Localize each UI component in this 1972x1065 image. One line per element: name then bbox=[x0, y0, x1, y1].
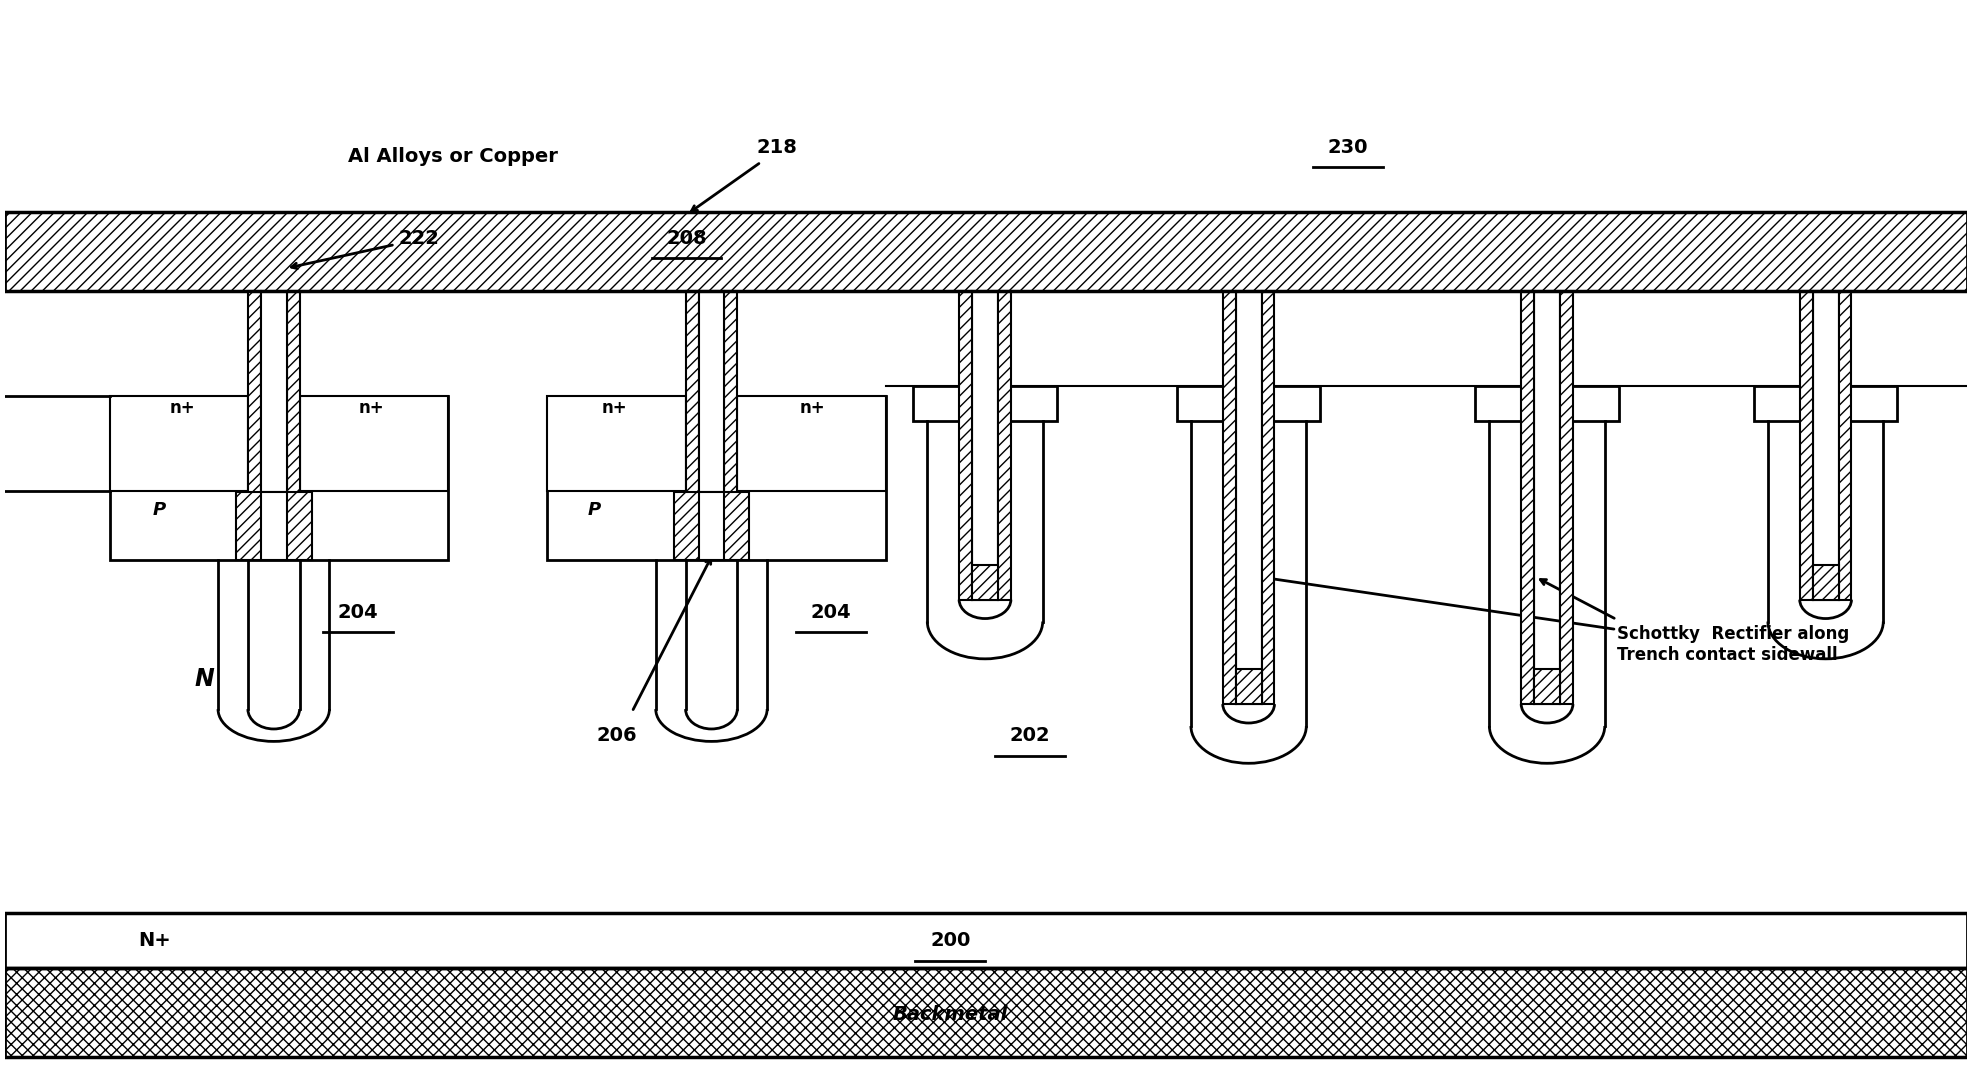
Bar bbox=[237, 492, 312, 560]
Text: p+: p+ bbox=[258, 524, 284, 542]
Text: 202: 202 bbox=[1010, 726, 1049, 745]
Bar bbox=[1223, 291, 1236, 704]
Text: 206: 206 bbox=[598, 726, 637, 745]
Bar bbox=[1475, 386, 1619, 421]
Bar bbox=[6, 913, 1966, 968]
Bar bbox=[1534, 669, 1560, 704]
Bar bbox=[698, 291, 724, 555]
Text: 204: 204 bbox=[810, 603, 852, 622]
Bar bbox=[1177, 386, 1319, 421]
Bar bbox=[698, 492, 724, 560]
Bar bbox=[1520, 291, 1534, 704]
Bar bbox=[300, 396, 448, 491]
Text: Al Alloys or Copper: Al Alloys or Copper bbox=[347, 147, 558, 166]
Bar bbox=[686, 291, 698, 555]
Bar bbox=[1838, 291, 1852, 600]
Bar bbox=[110, 396, 248, 491]
Text: 200: 200 bbox=[931, 932, 970, 950]
Bar bbox=[1800, 291, 1812, 600]
Bar bbox=[913, 386, 1057, 421]
Bar bbox=[286, 291, 300, 555]
Text: 222: 222 bbox=[398, 229, 440, 248]
Bar bbox=[6, 291, 1966, 913]
Text: p+: p+ bbox=[696, 524, 722, 542]
Bar bbox=[110, 396, 448, 560]
Text: 230: 230 bbox=[1327, 137, 1369, 157]
Bar bbox=[1262, 291, 1274, 704]
Text: Backmetal: Backmetal bbox=[893, 1005, 1008, 1023]
Bar bbox=[548, 396, 686, 491]
Bar bbox=[1812, 291, 1838, 600]
Text: 204: 204 bbox=[337, 603, 379, 622]
Text: 218: 218 bbox=[755, 137, 797, 157]
Text: n+: n+ bbox=[359, 398, 385, 416]
Text: Schottky  Rectifier along
Trench contact sidewall: Schottky Rectifier along Trench contact … bbox=[1617, 625, 1850, 663]
Bar bbox=[1534, 291, 1560, 704]
Bar bbox=[674, 492, 749, 560]
Bar bbox=[972, 291, 998, 600]
Bar bbox=[248, 291, 260, 555]
Bar bbox=[6, 968, 1966, 1058]
Text: n+: n+ bbox=[801, 398, 826, 416]
Text: 208: 208 bbox=[667, 229, 706, 248]
Bar bbox=[958, 291, 972, 600]
Text: N+: N+ bbox=[138, 932, 172, 950]
Bar bbox=[1560, 291, 1574, 704]
Bar bbox=[724, 291, 738, 555]
Bar bbox=[260, 291, 286, 555]
Bar bbox=[1812, 564, 1838, 600]
Bar bbox=[998, 291, 1012, 600]
Bar bbox=[6, 212, 1966, 291]
Bar bbox=[1753, 386, 1897, 421]
Bar bbox=[260, 492, 286, 560]
Text: P: P bbox=[152, 502, 166, 519]
Text: n+: n+ bbox=[601, 398, 627, 416]
Text: n+: n+ bbox=[170, 398, 195, 416]
Text: w: w bbox=[702, 404, 718, 422]
Text: N: N bbox=[193, 668, 215, 691]
Text: P: P bbox=[588, 502, 601, 519]
Bar bbox=[548, 396, 885, 560]
Bar bbox=[1236, 291, 1262, 704]
Text: w: w bbox=[264, 404, 280, 422]
Bar bbox=[972, 564, 998, 600]
Bar bbox=[1236, 669, 1262, 704]
Bar bbox=[738, 396, 885, 491]
